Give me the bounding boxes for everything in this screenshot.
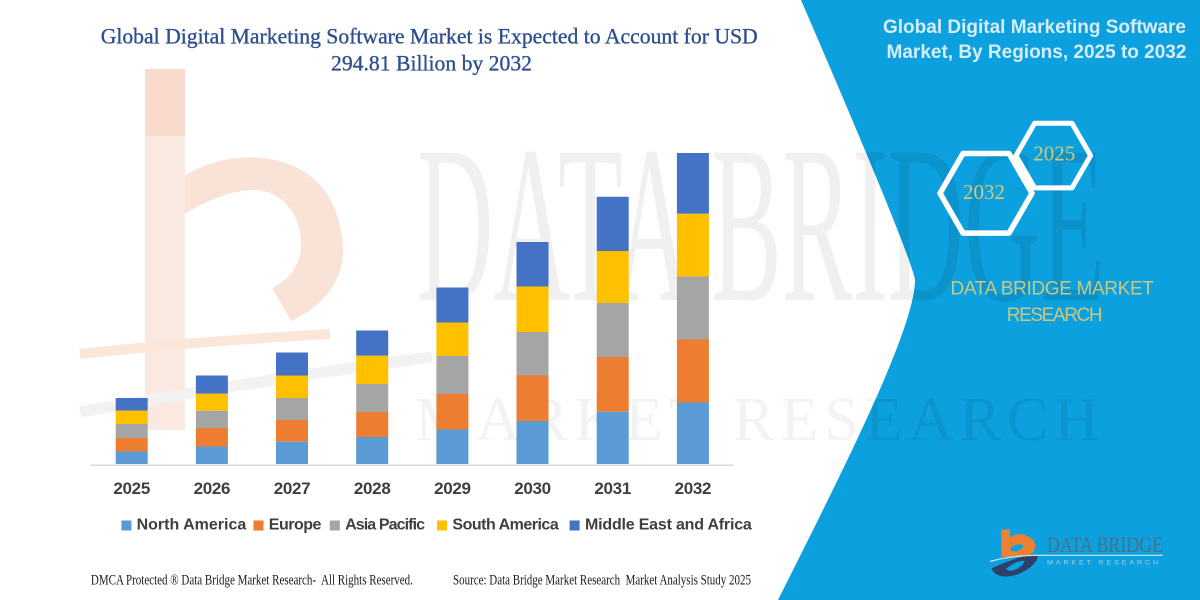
svg-text:2025: 2025 <box>113 479 150 498</box>
svg-text:Asia Pacific: Asia Pacific <box>345 517 425 534</box>
svg-text:Global Digital Marketing Softw: Global Digital Marketing Software <box>883 17 1186 38</box>
svg-text:2032: 2032 <box>675 479 712 498</box>
svg-text:2028: 2028 <box>354 479 391 498</box>
svg-text:Global Digital Marketing Softw: Global Digital Marketing Software Market… <box>101 24 758 49</box>
svg-text:North America: North America <box>137 517 247 534</box>
svg-text:Source: Data Bridge Market Res: Source: Data Bridge Market Research Mark… <box>453 573 751 589</box>
svg-text:Europe: Europe <box>269 517 322 534</box>
svg-text:Middle East and Africa: Middle East and Africa <box>585 517 752 534</box>
svg-text:MARKET RESEARCH: MARKET RESEARCH <box>1047 560 1161 567</box>
svg-text:2025: 2025 <box>1033 141 1075 165</box>
svg-text:Market, By Regions, 2025 to 20: Market, By Regions, 2025 to 2032 <box>887 42 1187 63</box>
svg-text:294.81 Billion by 2032: 294.81 Billion by 2032 <box>331 51 532 76</box>
svg-text:DMCA Protected ® Data Bridge M: DMCA Protected ® Data Bridge Market Rese… <box>91 573 413 589</box>
svg-text:2027: 2027 <box>274 479 311 498</box>
svg-text:2031: 2031 <box>594 479 631 498</box>
svg-text:2030: 2030 <box>514 479 551 498</box>
svg-text:South America: South America <box>452 517 558 534</box>
svg-text:2029: 2029 <box>434 479 471 498</box>
svg-text:DATA BRIDGE: DATA BRIDGE <box>1047 532 1163 557</box>
svg-text:2026: 2026 <box>194 479 231 498</box>
svg-text:DATA BRIDGE MARKET: DATA BRIDGE MARKET <box>950 279 1154 300</box>
svg-text:RESEARCH: RESEARCH <box>1007 305 1102 326</box>
svg-text:2032: 2032 <box>963 180 1005 204</box>
